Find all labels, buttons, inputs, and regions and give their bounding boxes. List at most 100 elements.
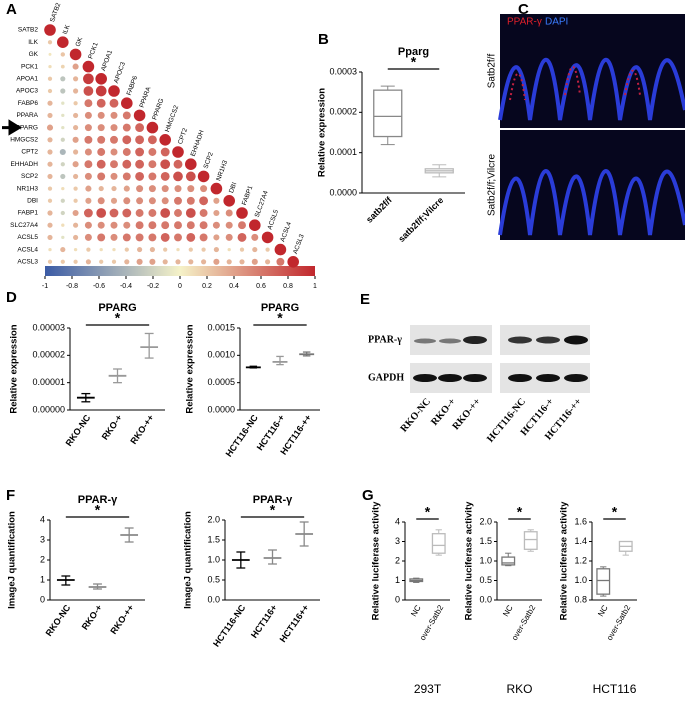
band [413, 374, 437, 382]
corr-cell [48, 247, 52, 252]
band [564, 335, 588, 345]
lane-label: RKO-NC [399, 396, 433, 434]
chart-title: Pparg [398, 46, 429, 58]
corr-cell [226, 259, 232, 265]
gene-label: ACSL3 [17, 259, 38, 266]
colorbar-tick-label: -0.4 [120, 283, 132, 290]
gene-label: SCP2 [21, 173, 38, 180]
gene-label: PCK1 [87, 41, 100, 60]
corr-cell [135, 147, 145, 157]
corr-cell [47, 137, 53, 143]
corr-cell [61, 235, 65, 240]
corr-cell [213, 209, 220, 217]
corr-cell [213, 258, 220, 265]
box [431, 533, 446, 554]
corr-cell [97, 221, 105, 229]
y-tick-label: 4 [395, 516, 400, 526]
corr-cell [160, 171, 170, 181]
lane-label: HCT116-NC [485, 396, 528, 444]
corr-cell [60, 162, 65, 167]
corr-cell [57, 36, 69, 48]
corr-cell [174, 209, 182, 217]
corr-cell [95, 85, 107, 97]
y-tick-label: 1.0 [574, 575, 587, 585]
image-panel: PPAR-γ DAPI Satb2f/f Satb2f/f;Vilcre [487, 14, 685, 240]
y-tick-label: 0.8 [574, 594, 587, 604]
corr-cell [60, 76, 66, 82]
stain-label: PPAR-γ [507, 17, 542, 28]
y-tick-label: 2.0 [479, 516, 492, 526]
corr-cell [85, 259, 91, 265]
corr-cell [72, 136, 79, 143]
x-tick-label: RKO-NC [44, 602, 73, 638]
y-tick-label: 0.0001 [329, 147, 357, 157]
colorbar-tick-label: -0.8 [66, 283, 78, 290]
colorbar-tick-label: 0.8 [283, 283, 293, 290]
y-tick-label: 0.0003 [329, 66, 357, 76]
corr-cell [148, 221, 157, 230]
gene-label: SCP2 [203, 151, 216, 170]
corr-cell [73, 149, 79, 155]
gene-label: ACSL5 [267, 209, 281, 231]
colorbar [45, 266, 315, 276]
gene-label: APOC3 [113, 61, 127, 84]
x-tick-label: HCT116+ [249, 603, 279, 640]
corr-cell [199, 221, 208, 230]
gene-label: ACSL4 [279, 221, 293, 243]
gene-label: ACSL3 [292, 233, 306, 255]
corr-cell [161, 185, 169, 193]
corr-cell [186, 232, 196, 242]
corr-cell [276, 257, 285, 266]
corr-cell [97, 172, 106, 181]
y-tick-label: 1.5 [479, 536, 492, 546]
corr-cell [47, 198, 53, 203]
corr-cell [84, 111, 92, 119]
corr-cell [96, 98, 106, 108]
corr-cell [86, 247, 91, 252]
corr-cell [201, 247, 206, 252]
corr-cell [199, 196, 209, 206]
corr-cell [135, 171, 145, 181]
corr-cell [46, 124, 54, 131]
gene-label: CPT2 [177, 127, 189, 145]
corr-cell [161, 197, 169, 205]
gene-label: CPT2 [21, 149, 38, 156]
corr-cell [110, 160, 118, 169]
y-tick-label: 3 [40, 534, 45, 544]
y-tick-label: 3 [395, 536, 400, 546]
corr-cell [122, 172, 131, 181]
gene-label: HMGCS2 [10, 137, 38, 144]
corr-cell [236, 207, 248, 219]
corr-cell [121, 97, 133, 109]
panel-label: G [362, 487, 374, 504]
panel-label: A [6, 1, 17, 18]
corr-cell [99, 247, 103, 252]
corr-cell [265, 259, 271, 265]
corr-cell [73, 101, 78, 106]
row-label: PPAR-γ [368, 334, 402, 345]
corr-cell [185, 158, 197, 170]
corr-cell [148, 185, 156, 193]
corr-cell [136, 185, 144, 193]
significance: * [517, 504, 523, 520]
y-tick-label: 0.5 [479, 575, 492, 585]
corr-cell [287, 255, 300, 268]
corr-cell [261, 231, 274, 244]
panel-label: B [318, 31, 329, 48]
corr-cell [84, 135, 93, 144]
corr-cell [238, 221, 246, 230]
corr-cell [124, 259, 130, 265]
y-tick-label: 0.0000 [329, 187, 357, 197]
corr-cell [99, 259, 104, 264]
corr-cell [186, 221, 195, 230]
band [463, 336, 487, 344]
y-tick-label: 1.5 [207, 534, 220, 544]
corr-cell [122, 111, 131, 120]
corr-cell [122, 233, 131, 242]
corr-cell [239, 247, 245, 252]
y-tick-label: 0.0002 [329, 107, 357, 117]
corr-cell [212, 221, 220, 229]
x-tick-label: NC [596, 603, 610, 618]
villi [498, 58, 685, 121]
y-tick-label: 0.0005 [207, 377, 235, 387]
